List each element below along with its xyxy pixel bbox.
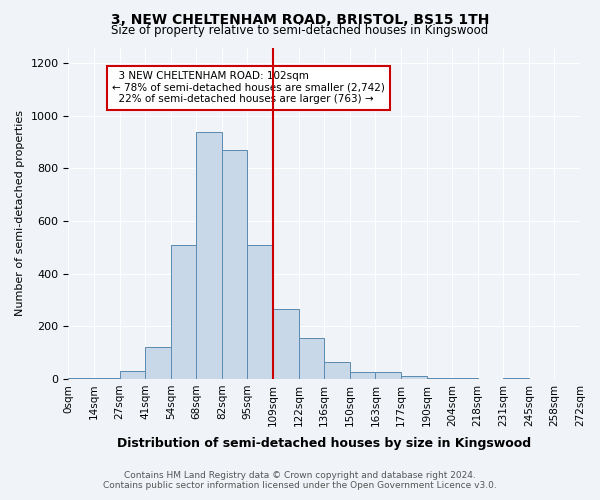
Bar [94, 378, 119, 379]
Bar [247, 245, 273, 379]
Bar [119, 371, 145, 379]
Bar [401, 376, 427, 379]
Bar [452, 378, 478, 379]
Bar [299, 338, 324, 379]
Text: 3, NEW CHELTENHAM ROAD, BRISTOL, BS15 1TH: 3, NEW CHELTENHAM ROAD, BRISTOL, BS15 1T… [111, 12, 489, 26]
Bar [222, 150, 247, 379]
X-axis label: Distribution of semi-detached houses by size in Kingswood: Distribution of semi-detached houses by … [117, 437, 531, 450]
Bar [350, 372, 376, 379]
Bar [273, 309, 299, 379]
Bar [171, 245, 196, 379]
Y-axis label: Number of semi-detached properties: Number of semi-detached properties [15, 110, 25, 316]
Text: 3 NEW CHELTENHAM ROAD: 102sqm
← 78% of semi-detached houses are smaller (2,742)
: 3 NEW CHELTENHAM ROAD: 102sqm ← 78% of s… [112, 71, 385, 104]
Text: Size of property relative to semi-detached houses in Kingswood: Size of property relative to semi-detach… [112, 24, 488, 37]
Bar [68, 378, 94, 379]
Bar [196, 132, 222, 379]
Text: Contains HM Land Registry data © Crown copyright and database right 2024.
Contai: Contains HM Land Registry data © Crown c… [103, 470, 497, 490]
Bar [503, 378, 529, 379]
Bar [427, 378, 452, 379]
Bar [376, 372, 401, 379]
Bar [145, 348, 171, 379]
Bar [324, 362, 350, 379]
